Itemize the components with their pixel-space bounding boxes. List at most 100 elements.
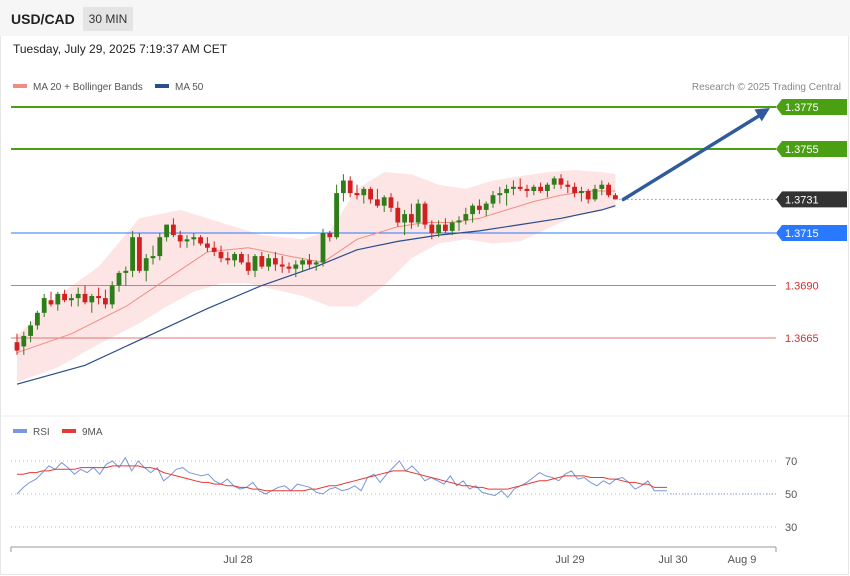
- candle-body: [307, 260, 312, 265]
- candle-body: [375, 199, 380, 206]
- candle-body: [21, 335, 27, 347]
- candle-body: [341, 180, 346, 194]
- candle-body: [517, 186, 523, 189]
- candle-body: [225, 258, 231, 261]
- level-label-1.3665: 1.3665: [785, 333, 819, 345]
- candle-body: [14, 342, 20, 351]
- level-tag-1.3731: [776, 191, 847, 208]
- timeframe-badge[interactable]: [83, 7, 133, 31]
- candle-body: [388, 197, 394, 208]
- candle-body: [599, 184, 605, 189]
- rsi-ma-line: [17, 465, 667, 492]
- candle-body: [177, 235, 183, 242]
- level-tag-1.3715: [776, 225, 847, 241]
- candle-body: [313, 262, 319, 265]
- candle-body: [463, 214, 469, 221]
- ma20-legend-label: MA 20 + Bollinger Bands: [33, 82, 143, 93]
- x-tick-label: Jul 28: [223, 554, 252, 566]
- candle-body: [572, 186, 577, 194]
- candle-body: [191, 237, 197, 240]
- candle-body: [218, 251, 224, 259]
- rsi-chart: 70 50 30: [11, 456, 797, 534]
- candle-body: [279, 264, 285, 267]
- candle-body: [449, 222, 455, 231]
- x-tick-label: Aug 9: [728, 554, 757, 566]
- ma50-legend-swatch: [155, 84, 169, 88]
- projection-arrow-shaft: [621, 112, 764, 202]
- candle-body: [109, 285, 115, 305]
- candle-body: [28, 325, 33, 336]
- ma50-line: [16, 205, 616, 385]
- candle-body: [198, 237, 203, 244]
- candle-body: [477, 205, 482, 210]
- level-label-1.3690: 1.3690: [785, 281, 819, 293]
- price-chart: 1.3775 1.3755 1.3731 1.3715 1.3690 1.3665: [11, 99, 847, 385]
- candle-body: [327, 233, 333, 238]
- candle-body: [143, 258, 149, 271]
- candle-body: [579, 191, 584, 194]
- candle-body: [96, 296, 101, 299]
- level-tag-1.3755: [776, 141, 847, 157]
- rsi-ma-legend-swatch: [62, 429, 76, 433]
- candle-body: [69, 298, 74, 301]
- level-label-1.3715: 1.3715: [785, 228, 819, 240]
- rsi-tick-label-70: 70: [785, 456, 797, 468]
- candle-body: [116, 272, 122, 286]
- candle-body: [232, 254, 237, 261]
- candle-body: [150, 256, 156, 259]
- candle-body: [35, 312, 40, 326]
- candle-body: [293, 264, 299, 269]
- candle-body: [361, 188, 367, 196]
- candle-body: [470, 205, 475, 215]
- x-tick-label: Jul 29: [555, 554, 584, 566]
- level-label-1.3731: 1.3731: [785, 194, 819, 206]
- candle-body: [184, 239, 190, 242]
- candle-body: [62, 293, 67, 301]
- candle-body: [334, 193, 339, 238]
- candle-body: [422, 203, 428, 225]
- candle-body: [245, 262, 251, 271]
- candle-body: [524, 188, 530, 191]
- ma50-legend-label: MA 50: [175, 82, 204, 93]
- candle-body: [41, 298, 47, 313]
- candle-body: [103, 298, 108, 305]
- candle-body: [157, 237, 163, 257]
- candle-body: [551, 178, 557, 185]
- candle-body: [545, 184, 550, 191]
- candle-body: [395, 207, 401, 223]
- candle-body: [286, 266, 292, 269]
- candle-body: [82, 293, 88, 303]
- rsi-line: [16, 456, 667, 499]
- candle-body: [613, 195, 618, 200]
- candle-body: [436, 224, 441, 233]
- candle-body: [497, 193, 503, 196]
- candle-body: [130, 237, 135, 271]
- level-label-1.3775: 1.3775: [785, 102, 819, 114]
- rsi-legend-swatch: [13, 429, 27, 433]
- candle-body: [211, 247, 217, 252]
- candle-body: [606, 184, 611, 196]
- candle-body: [320, 233, 326, 263]
- candle-body: [205, 243, 210, 248]
- candle-body: [171, 224, 176, 236]
- candle-body: [266, 258, 271, 267]
- candle-body: [75, 293, 81, 299]
- candle-body: [48, 300, 54, 305]
- candle-body: [55, 293, 61, 305]
- candle-body: [252, 256, 258, 271]
- candle-body: [565, 184, 571, 187]
- candle-body: [415, 203, 421, 223]
- candle-body: [409, 214, 414, 223]
- candle-body: [381, 197, 387, 206]
- candle-body: [538, 186, 543, 191]
- level-label-1.3755: 1.3755: [785, 144, 819, 156]
- candle-body: [511, 186, 516, 189]
- candle-body: [531, 186, 537, 191]
- rsi-ma-legend-label: 9MA: [82, 427, 103, 438]
- candle-body: [347, 180, 353, 194]
- candle-body: [354, 193, 360, 196]
- level-tag-1.3775: [776, 99, 847, 115]
- timeframe-label: 30 MIN: [89, 12, 128, 26]
- candle-body: [300, 260, 305, 265]
